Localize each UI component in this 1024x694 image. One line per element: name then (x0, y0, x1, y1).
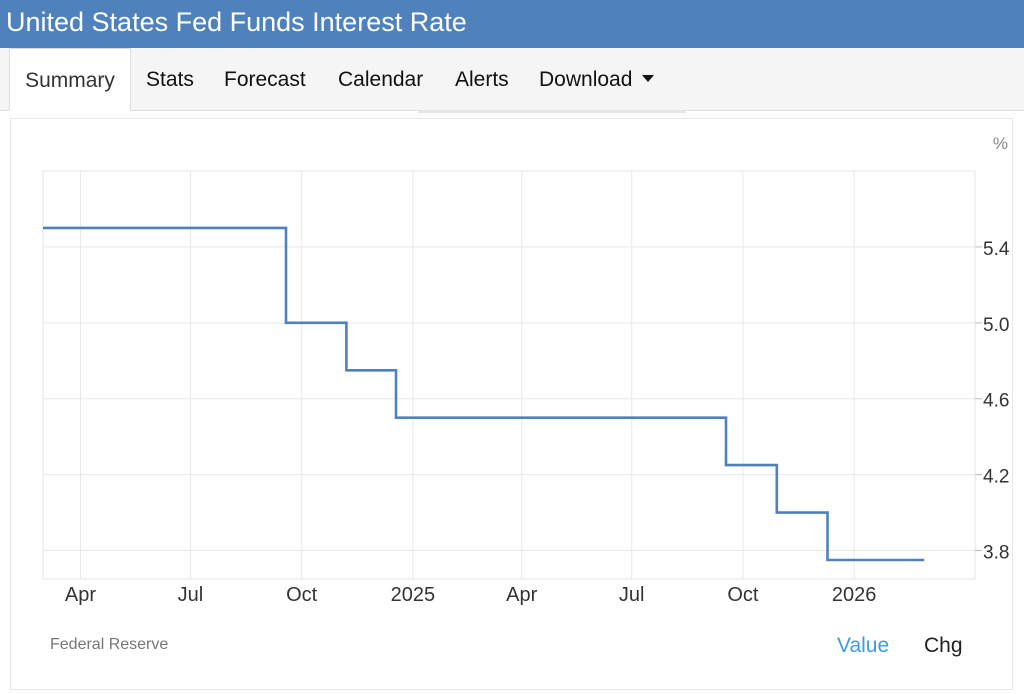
y-tick-label: 5.0 (983, 315, 1009, 336)
y-tick-label: 5.4 (983, 239, 1010, 260)
tab-download-label: Download (539, 68, 633, 91)
chart-panel (10, 118, 1013, 690)
tab-underline (418, 110, 686, 113)
source-label: Federal Reserve (50, 636, 169, 653)
series-line (43, 226, 925, 562)
x-tick-label: 2026 (832, 584, 877, 606)
x-tick-label: Apr (65, 584, 96, 606)
y-unit-label: % (993, 134, 1008, 153)
tab-forecast[interactable]: Forecast (224, 68, 306, 91)
y-tick-label: 3.8 (983, 543, 1009, 564)
x-tick-label: Apr (506, 584, 537, 606)
tab-download[interactable]: Download (539, 48, 655, 111)
title-bar: United States Fed Funds Interest Rate (0, 0, 1024, 48)
chg-toggle[interactable]: Chg (924, 634, 963, 657)
x-tick-label: Jul (619, 584, 645, 606)
caret-down-icon (642, 74, 655, 82)
value-toggle[interactable]: Value (837, 634, 890, 657)
tab-calendar[interactable]: Calendar (338, 68, 424, 91)
tab-bar: Summary Stats Forecast Calendar Alerts D… (0, 48, 1024, 111)
plot-area (42, 170, 976, 580)
page-title: United States Fed Funds Interest Rate (6, 7, 467, 37)
tab-summary[interactable]: Summary (9, 48, 131, 111)
x-tick-label: 2025 (391, 584, 436, 606)
x-tick-label: Oct (727, 584, 759, 606)
tab-alerts[interactable]: Alerts (455, 68, 509, 91)
x-tick-label: Jul (178, 584, 204, 606)
tab-stats[interactable]: Stats (146, 68, 194, 91)
y-tick-label: 4.6 (983, 391, 1009, 412)
x-tick-label: Oct (286, 584, 318, 606)
y-tick-label: 4.2 (983, 467, 1009, 488)
